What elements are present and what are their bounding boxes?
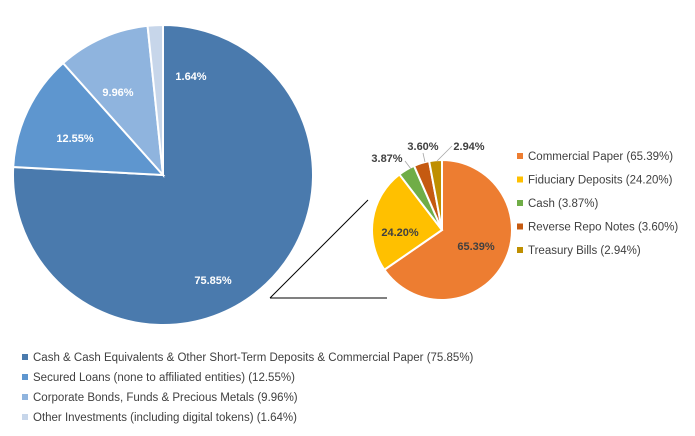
- slice-fiduciary-deposits: [371, 173, 444, 272]
- secondary-pie: [371, 158, 513, 301]
- legend-item-treasury-bills: Treasury Bills (2.94%): [528, 245, 641, 257]
- data-label-fiduciary-deposits: 24.20%: [381, 227, 419, 239]
- legend-item-fiduciary-deposits: Fiduciary Deposits (24.20%): [528, 175, 673, 187]
- data-label-secured-loans: 12.55%: [56, 133, 94, 145]
- legend-swatch-fiduciary-deposits: [517, 176, 523, 183]
- data-label-corporate-bonds-funds-precious-metals: 9.96%: [102, 87, 133, 99]
- slice-cash-cash-equivalents-other-short-term-deposits-commercial-paper: [12, 23, 314, 326]
- main-pie-data-labels: 75.85% 12.55% 9.96% 1.64%: [56, 71, 232, 287]
- data-label-cash-cash-equivalents-other-short-term-deposits-commercial-paper: 75.85%: [194, 275, 232, 287]
- legend-item-corporate-bonds-funds-precious-metals: Corporate Bonds, Funds & Precious Metals…: [33, 392, 298, 404]
- main-pie: [12, 23, 314, 326]
- legend-swatch-reverse-repo-notes: [517, 223, 523, 230]
- legend-swatch-other-investments: [22, 414, 28, 420]
- data-label-cash: 3.87%: [371, 153, 402, 165]
- legend-swatch-commercial-paper: [517, 153, 523, 159]
- legend-swatch-secured-loans: [22, 374, 28, 380]
- legend-item-cash-cash-equivalents-other-short-term-deposits-commercial-paper: Cash & Cash Equivalents & Other Short-Te…: [33, 352, 474, 364]
- secondary-pie-legend: Commercial Paper (65.39%) Fiduciary Depos…: [517, 151, 678, 257]
- secondary-pie-data-labels: 65.39% 24.20% 3.87% 3.60% 2.94%: [371, 141, 494, 253]
- data-label-commercial-paper: 65.39%: [457, 241, 495, 253]
- slice-treasury-bills: [427, 158, 443, 231]
- legend-item-commercial-paper: Commercial Paper (65.39%): [528, 151, 673, 163]
- legend-swatch-cash: [517, 200, 523, 206]
- slice-secured-loans: [12, 61, 166, 177]
- slice-commercial-paper: [382, 158, 513, 301]
- connector-line-diagonal: [269, 199, 369, 299]
- leader-line-cash: [404, 160, 412, 170]
- legend-swatch-treasury-bills: [517, 247, 523, 253]
- legend-item-other-investments: Other Investments (including digital tok…: [33, 412, 297, 424]
- leader-line-treasury-bills: [436, 145, 453, 162]
- legend-item-secured-loans: Secured Loans (none to affiliated entiti…: [33, 372, 295, 384]
- data-label-other-investments: 1.64%: [175, 71, 206, 83]
- legend-item-reverse-repo-notes: Reverse Repo Notes (3.60%): [528, 222, 678, 234]
- data-label-reverse-repo-notes: 3.60%: [407, 141, 438, 153]
- legend-item-cash: Cash (3.87%): [528, 198, 598, 210]
- leader-line-reverse-repo-notes: [422, 152, 426, 163]
- main-pie-legend: Cash & Cash Equivalents & Other Short-Te…: [22, 352, 474, 424]
- data-label-treasury-bills: 2.94%: [453, 141, 484, 153]
- legend-swatch-corporate-bonds-funds-precious-metals: [22, 394, 28, 400]
- slice-corporate-bonds-funds-precious-metals: [61, 24, 165, 178]
- pie-connector-lines: [269, 199, 387, 299]
- slice-other-investments: [146, 23, 164, 176]
- legend-swatch-cash-cash-equivalents-other-short-term-deposits-commercial-paper: [22, 354, 28, 360]
